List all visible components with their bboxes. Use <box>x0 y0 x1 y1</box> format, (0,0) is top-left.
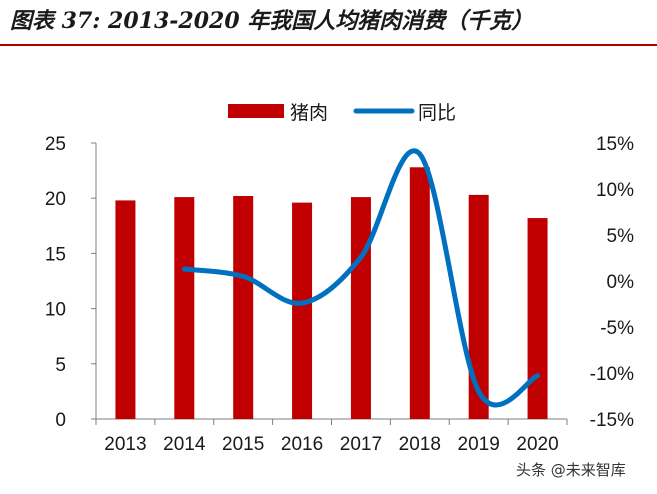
left-axis-tick-label: 15 <box>45 244 66 265</box>
yoy-line-point <box>183 268 185 270</box>
bar-2018 <box>409 167 430 419</box>
yoy-line-point <box>301 302 303 304</box>
right-axis-tick-label: 0% <box>607 272 635 293</box>
yoy-line-point <box>360 256 362 258</box>
left-axis-tick-label: 20 <box>45 189 66 210</box>
title-divider <box>0 44 657 46</box>
x-axis-tick-label: 2016 <box>281 434 323 455</box>
yoy-line-point <box>537 375 539 377</box>
yoy-line-point <box>478 390 480 392</box>
legend: 猪肉 同比 <box>228 102 456 124</box>
right-axis-tick-label: 5% <box>607 226 635 247</box>
legend-bar-label: 猪肉 <box>290 102 328 124</box>
figure-title: 图表 37: 2013-2020 年我国人均猪肉消费（千克） <box>10 8 534 34</box>
left-axis-tick-label: 10 <box>45 300 66 321</box>
legend-bar-swatch <box>228 104 284 118</box>
bar-2019 <box>468 194 489 419</box>
bar-2017 <box>350 197 371 419</box>
bar-2015 <box>233 195 254 419</box>
x-axis-tick-label: 2019 <box>458 434 500 455</box>
plot-axes <box>91 142 568 425</box>
left-axis-tick-label: 0 <box>55 410 66 431</box>
right-axis-tick-labels: -15% -10% -5% 0% 5% 10% 15% <box>590 134 634 431</box>
watermark: 头条 @未来智库 <box>516 461 626 479</box>
x-axis-tick-label: 2015 <box>222 434 264 455</box>
right-axis-tick-label: -5% <box>600 318 634 339</box>
left-axis-tick-label: 5 <box>55 355 66 376</box>
bar-2014 <box>174 197 195 419</box>
x-axis-tick-label: 2014 <box>163 434 206 455</box>
right-axis-tick-label: -15% <box>590 410 634 431</box>
left-axis-tick-labels: 0 5 10 15 20 25 <box>45 134 66 431</box>
x-axis-tick-label: 2020 <box>516 434 558 455</box>
x-axis-tick-labels: 2013 2014 2015 2016 2017 2018 2019 2020 <box>104 434 558 455</box>
x-axis-tick-label: 2013 <box>104 434 146 455</box>
bar-series <box>115 167 548 419</box>
bar-2020 <box>527 218 548 419</box>
legend-line-label: 同比 <box>418 102 456 124</box>
right-axis-tick-label: 10% <box>596 180 634 201</box>
left-axis-tick-label: 25 <box>45 134 66 155</box>
yoy-line-point <box>242 275 244 277</box>
right-axis-tick-label: -10% <box>590 364 634 385</box>
yoy-line-point <box>419 153 421 155</box>
bar-2016 <box>292 202 313 419</box>
bar-2013 <box>115 200 136 419</box>
line-series <box>181 148 541 408</box>
x-axis-tick-label: 2018 <box>399 434 441 455</box>
x-axis-tick-label: 2017 <box>340 434 382 455</box>
right-axis-tick-label: 15% <box>596 134 634 155</box>
